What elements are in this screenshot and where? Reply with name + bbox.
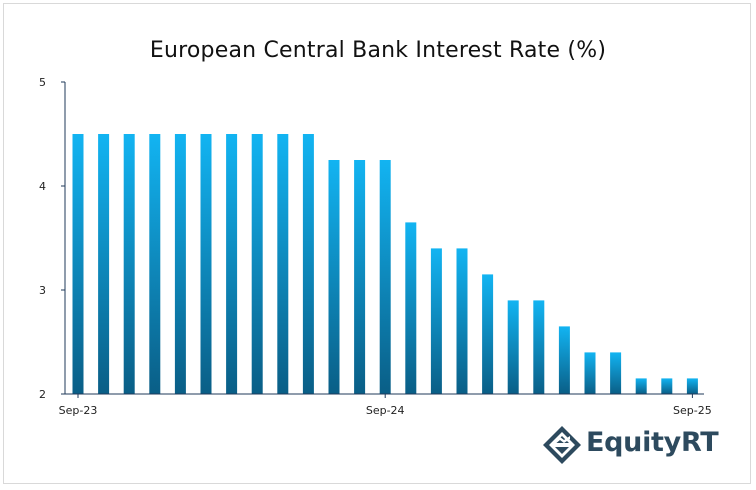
bar-Nov-24 — [430, 248, 442, 394]
bar-Aug-25 — [661, 378, 673, 394]
y-tick-label: 5 — [39, 76, 46, 89]
x-tick-label: Sep-25 — [673, 404, 712, 417]
y-tick-label: 2 — [39, 388, 46, 401]
bar-Jan-25 — [482, 274, 494, 394]
bar-May-24 — [277, 134, 289, 394]
bar-Jun-24 — [302, 134, 314, 394]
bar-Mar-25 — [533, 300, 545, 394]
bar-Jan-24 — [174, 134, 186, 394]
x-tick-label: Sep-24 — [366, 404, 405, 417]
equityrt-diamond-icon — [543, 426, 581, 464]
y-tick-label: 3 — [39, 284, 46, 297]
bar-Nov-23 — [123, 134, 135, 394]
chart-axes: 2 3 4 5 Sep-23 Sep-24 Sep-25 — [39, 76, 712, 417]
bar-Oct-24 — [405, 222, 417, 394]
bar-Dec-23 — [149, 134, 161, 394]
logo-text: EquityRT — [586, 427, 719, 458]
bar-Dec-24 — [456, 248, 468, 394]
bar-Jul-24 — [328, 160, 340, 394]
bar-Jun-25 — [610, 352, 622, 394]
bar-Apr-25 — [558, 326, 570, 394]
y-tick-label: 4 — [39, 180, 46, 193]
bar-Mar-24 — [226, 134, 238, 394]
bar-Aug-24 — [354, 160, 366, 394]
bar-Oct-23 — [98, 134, 110, 394]
chart-title: European Central Bank Interest Rate (%) — [149, 38, 607, 63]
bar-Sep-23 — [72, 134, 84, 394]
bar-Feb-25 — [507, 300, 519, 394]
x-tick-label: Sep-23 — [59, 404, 98, 417]
bar-Jul-25 — [635, 378, 647, 394]
bar-Apr-24 — [251, 134, 263, 394]
bar-series — [72, 134, 698, 394]
bar-Feb-24 — [200, 134, 212, 394]
bar-Sep-24 — [379, 160, 391, 394]
bar-May-25 — [584, 352, 596, 394]
equityrt-logo: EquityRT — [540, 423, 720, 469]
bar-Sep-25 — [686, 378, 698, 394]
